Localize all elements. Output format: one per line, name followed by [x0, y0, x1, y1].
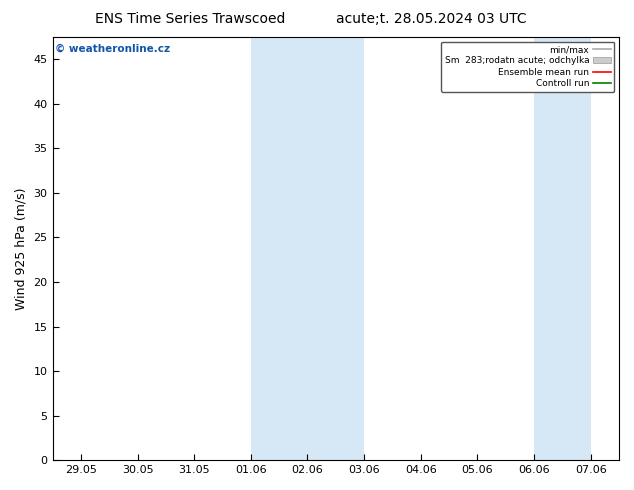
Text: ENS Time Series Trawscoed: ENS Time Series Trawscoed [95, 12, 285, 26]
Bar [251, 37, 364, 460]
Text: © weatheronline.cz: © weatheronline.cz [55, 44, 171, 53]
Y-axis label: Wind 925 hPa (m/s): Wind 925 hPa (m/s) [15, 187, 28, 310]
Text: acute;t. 28.05.2024 03 UTC: acute;t. 28.05.2024 03 UTC [336, 12, 526, 26]
Bar [534, 37, 591, 460]
Legend: min/max, Sm  283;rodatn acute; odchylka, Ensemble mean run, Controll run: min/max, Sm 283;rodatn acute; odchylka, … [441, 42, 614, 92]
